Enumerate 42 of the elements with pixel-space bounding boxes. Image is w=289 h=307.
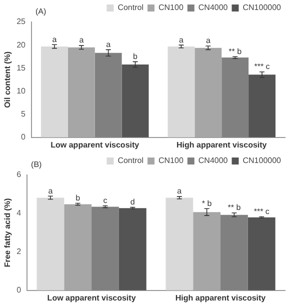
data-label: ** b: [228, 46, 242, 56]
text: (A): [36, 7, 46, 16]
y-tick-label: 10: [16, 86, 26, 96]
legend-label: CN100000: [242, 3, 282, 12]
data-label: a: [79, 36, 84, 45]
legend-label: CN100: [158, 156, 184, 166]
data-label: c: [103, 196, 108, 205]
legend-label: Control: [118, 156, 144, 166]
y-axis-title: Free fatty acid (%): [3, 198, 12, 268]
data-label: ** b: [228, 203, 242, 212]
legend-label: CN100000: [242, 156, 282, 166]
data-label: b: [133, 52, 138, 61]
data-label: d: [130, 198, 135, 207]
data-label: a: [48, 186, 54, 196]
data-label: a: [178, 35, 184, 44]
y-tick-label: 5: [21, 110, 26, 119]
data-label: *** c: [254, 206, 270, 216]
data-label: a: [106, 40, 112, 49]
legend-label: CN100: [158, 3, 184, 12]
y-axis-title: Oil content (%): [3, 51, 12, 108]
legend-label: CN4000: [198, 3, 228, 12]
y-tick-label: 20: [16, 40, 26, 50]
data-label: b: [76, 193, 81, 202]
legend-label: Control: [118, 3, 144, 12]
x-tick-label: Low apparent viscosity: [50, 140, 140, 150]
data-label: a: [177, 186, 182, 196]
text: (B): [31, 160, 42, 170]
y-tick-label: 25: [16, 17, 26, 26]
y-tick-label: 2: [16, 247, 22, 256]
legend-label: CN4000: [198, 156, 228, 166]
data-label: * b: [202, 198, 212, 208]
y-tick-label: 4: [16, 208, 22, 218]
y-tick-label: 15: [16, 63, 26, 72]
data-label: a: [206, 36, 211, 46]
x-tick-label: Low apparent viscosity: [47, 293, 136, 302]
x-tick-label: High apparent viscosity: [176, 140, 268, 150]
data-label: *** c: [254, 62, 270, 72]
x-tick-label: High apparent viscosity: [175, 293, 266, 302]
y-tick-label: 0: [21, 132, 26, 142]
data-label: a: [52, 34, 58, 44]
y-tick-label: 6: [16, 170, 22, 180]
y-tick-label: 0: [16, 286, 22, 295]
